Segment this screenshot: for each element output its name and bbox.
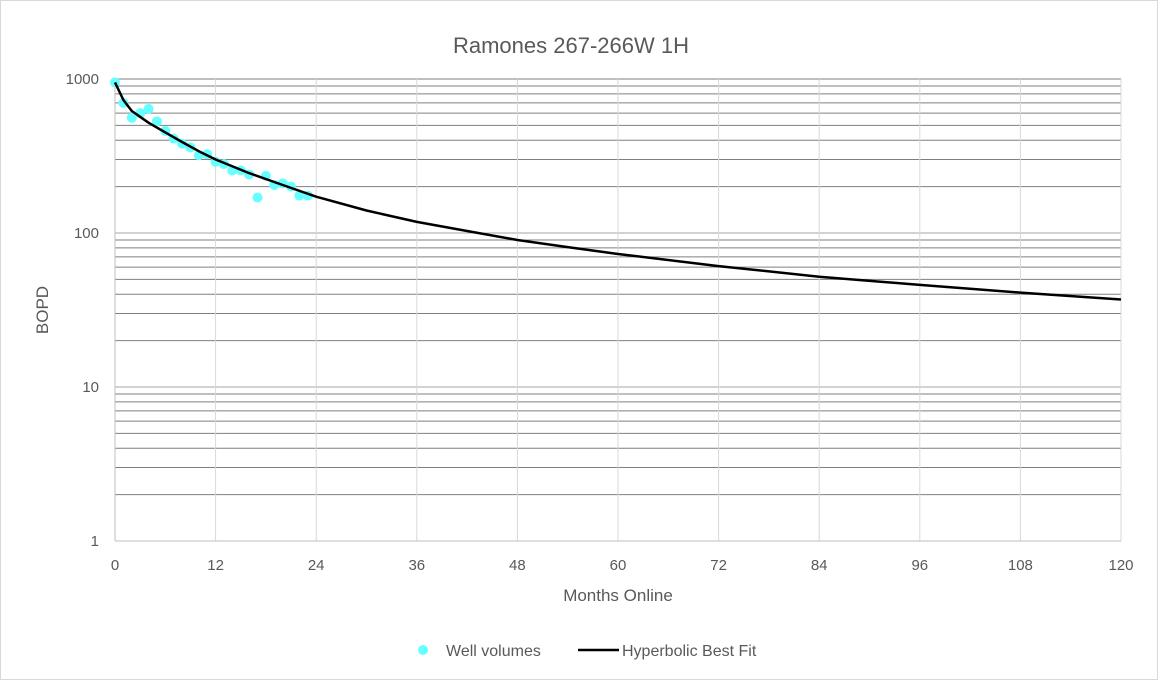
- data-point: [252, 192, 263, 203]
- fit-line: [113, 81, 1122, 301]
- x-tick-label: 36: [408, 557, 425, 574]
- gridlines: [114, 78, 1122, 542]
- data-point: [143, 103, 154, 114]
- data-point: [294, 190, 305, 201]
- x-tick-label: 84: [811, 557, 828, 574]
- x-tick-label: 96: [911, 557, 928, 574]
- chart-title: Ramones 267-266W 1H: [453, 33, 689, 58]
- legend-label-well-volumes: Well volumes: [446, 643, 541, 660]
- x-tick-label: 12: [207, 557, 224, 574]
- x-axis-label: Months Online: [563, 586, 673, 605]
- x-tick-label: 24: [308, 557, 325, 574]
- data-point: [118, 97, 129, 108]
- legend: Well volumes Hyperbolic Best Fit: [418, 643, 757, 660]
- series-hyperbolic-best-fit: [113, 81, 1122, 301]
- x-tick-label: 60: [610, 557, 627, 574]
- data-point: [126, 112, 137, 123]
- y-tick-label: 1000: [66, 71, 99, 88]
- y-tick-labels: 1 10 100 1000: [66, 71, 99, 550]
- legend-label-hyperbolic-best-fit: Hyperbolic Best Fit: [622, 643, 757, 660]
- data-point: [151, 116, 162, 127]
- x-tick-labels: 0 12 24 36 48 60 72 84 96 108 120: [111, 557, 1134, 574]
- x-tick-label: 72: [710, 557, 727, 574]
- y-tick-label: 10: [82, 379, 99, 396]
- legend-marker-well-volumes: [418, 645, 428, 655]
- y-tick-label: 100: [74, 225, 99, 242]
- x-tick-label: 108: [1008, 557, 1033, 574]
- y-tick-label: 1: [91, 533, 99, 550]
- x-tick-label: 48: [509, 557, 526, 574]
- x-tick-label: 0: [111, 557, 119, 574]
- y-axis-label: BOPD: [33, 286, 52, 334]
- x-tick-label: 120: [1108, 557, 1133, 574]
